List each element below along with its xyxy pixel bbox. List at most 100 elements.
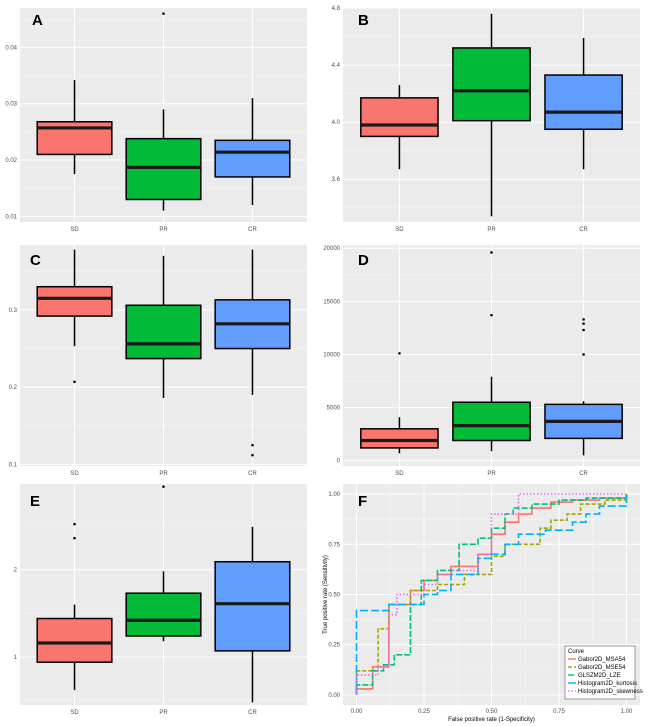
legend-label: GLSZM2D_LZE [578,673,621,679]
y-tick-label: 10000 [323,352,340,358]
x-tick-label: SD [70,471,79,477]
box-iqr [452,47,531,122]
roc-line-gabor2d-mse54 [355,494,628,695]
y-tick-label: 0.2 [9,385,18,391]
box-iqr [214,139,291,178]
outlier-point [251,453,254,457]
outlier-point [162,485,165,488]
panel-letter-c: C [30,252,41,269]
box-iqr [452,401,531,442]
x-tick-label: PR [487,471,496,477]
y-tick-label: 0.03 [5,102,17,108]
panel-letter-d: D [358,252,369,269]
y-tick-label: 3.6 [332,177,341,183]
box-iqr [125,592,202,637]
panel-letter-e: E [30,493,40,510]
box-cr [214,249,291,457]
y-tick-label: 0.3 [9,308,18,314]
outlier-point [490,251,493,254]
y-tick-label: 0.1 [9,462,18,468]
x-tick-label: 0.00 [351,709,363,715]
y-tick-label: 1 [14,655,18,661]
legend-label: Histogram2D_skewness [578,689,643,695]
legend-title: Curve [568,649,585,655]
panel-letter-b: B [358,12,369,29]
x-tick-label: SD [70,227,79,233]
box-pr [452,13,531,217]
y-tick-label: 0 [337,459,341,465]
x-tick-label: PR [159,227,168,233]
legend-label: Gabor2D_MSE54 [578,665,626,671]
x-tick-label: PR [487,227,496,233]
box-cr [544,318,623,456]
outlier-point [251,443,254,447]
panel-c: 0.1 0.2 0.3 SD PR CR [9,245,307,477]
box-iqr [360,97,439,138]
x-tick-label: CR [579,227,588,233]
x-tick-label: CR [248,227,257,233]
box-sd [36,249,113,384]
legend-label: Histogram2D_kurtosis [578,681,637,687]
y-tick-label: 0.04 [5,45,17,51]
x-tick-label: 0.75 [553,709,565,715]
box-sd [36,80,113,175]
box-cr [544,37,623,170]
y-tick-label: 4.4 [332,63,341,69]
x-tick-label: CR [248,471,257,477]
roc-line-glszm2d-lze [355,494,628,695]
panel-d: 0 5000 10000 15000 20000 SD PR CR [323,245,640,477]
y-tick-label: 0.50 [328,593,340,599]
y-tick-label: 4.8 [332,6,341,12]
x-tick-label: SD [395,227,404,233]
box-pr [125,12,202,211]
box-iqr [125,304,202,360]
box-pr [125,485,202,642]
x-tick-label: 0.25 [418,709,430,715]
outlier-point [582,322,585,325]
x-tick-label: CR [248,710,257,716]
y-tick-label: 15000 [323,299,340,305]
x-tick-label: SD [395,471,404,477]
outlier-point [582,328,585,332]
y-tick-label: 1.00 [328,492,340,498]
panel-a: 0.01 0.02 0.03 0.04 SD PR CR [5,8,307,233]
outlier-point [162,12,165,15]
box-sd [36,522,113,691]
y-tick-label: 0.75 [328,542,340,548]
roc-line-histogram2d-kurtosis [355,494,628,695]
panel-b: 3.6 4.0 4.4 4.8 SD PR CR [332,6,640,233]
box-iqr [36,617,113,663]
x-tick-label: 0.50 [486,709,498,715]
y-tick-label: 0.25 [328,643,340,649]
y-axis-title: True positive rate (Sensitivity) [323,555,329,634]
y-tick-label: 0.00 [328,693,340,699]
box-sd [360,85,439,170]
box-iqr [36,285,113,317]
outlier-point [73,380,76,384]
x-tick-label: PR [159,471,168,477]
box-sd [360,352,439,454]
legend-box [564,645,636,700]
panel-f: 0.00 0.25 0.50 0.75 1.00 0.00 0.25 0.50 0.75 1.00… [323,484,643,723]
box-cr [214,526,291,703]
outlier-point [582,318,585,321]
outlier-point [73,536,76,540]
y-tick-label: 0.01 [5,214,17,220]
x-axis-title: False positive rate (1-Specificity) [448,717,535,723]
y-tick-label: 5000 [327,406,341,412]
outlier-point [490,313,493,317]
box-iqr [360,428,439,449]
legend: Curve Gabor2D_MSA54 Gabor2D_MSE54 GLSZM2D_L… [564,645,643,700]
x-tick-label: SD [70,710,79,716]
outlier-point [582,353,585,356]
x-tick-label: CR [579,471,588,477]
outlier-point [73,522,76,526]
panel-letter-a: A [32,12,43,29]
panel-letter-f: F [358,493,367,510]
box-iqr [125,137,202,201]
y-tick-label: 2 [14,568,18,574]
outlier-point [398,352,401,355]
legend-label: Gabor2D_MSA54 [578,657,626,663]
box-iqr [544,74,623,131]
